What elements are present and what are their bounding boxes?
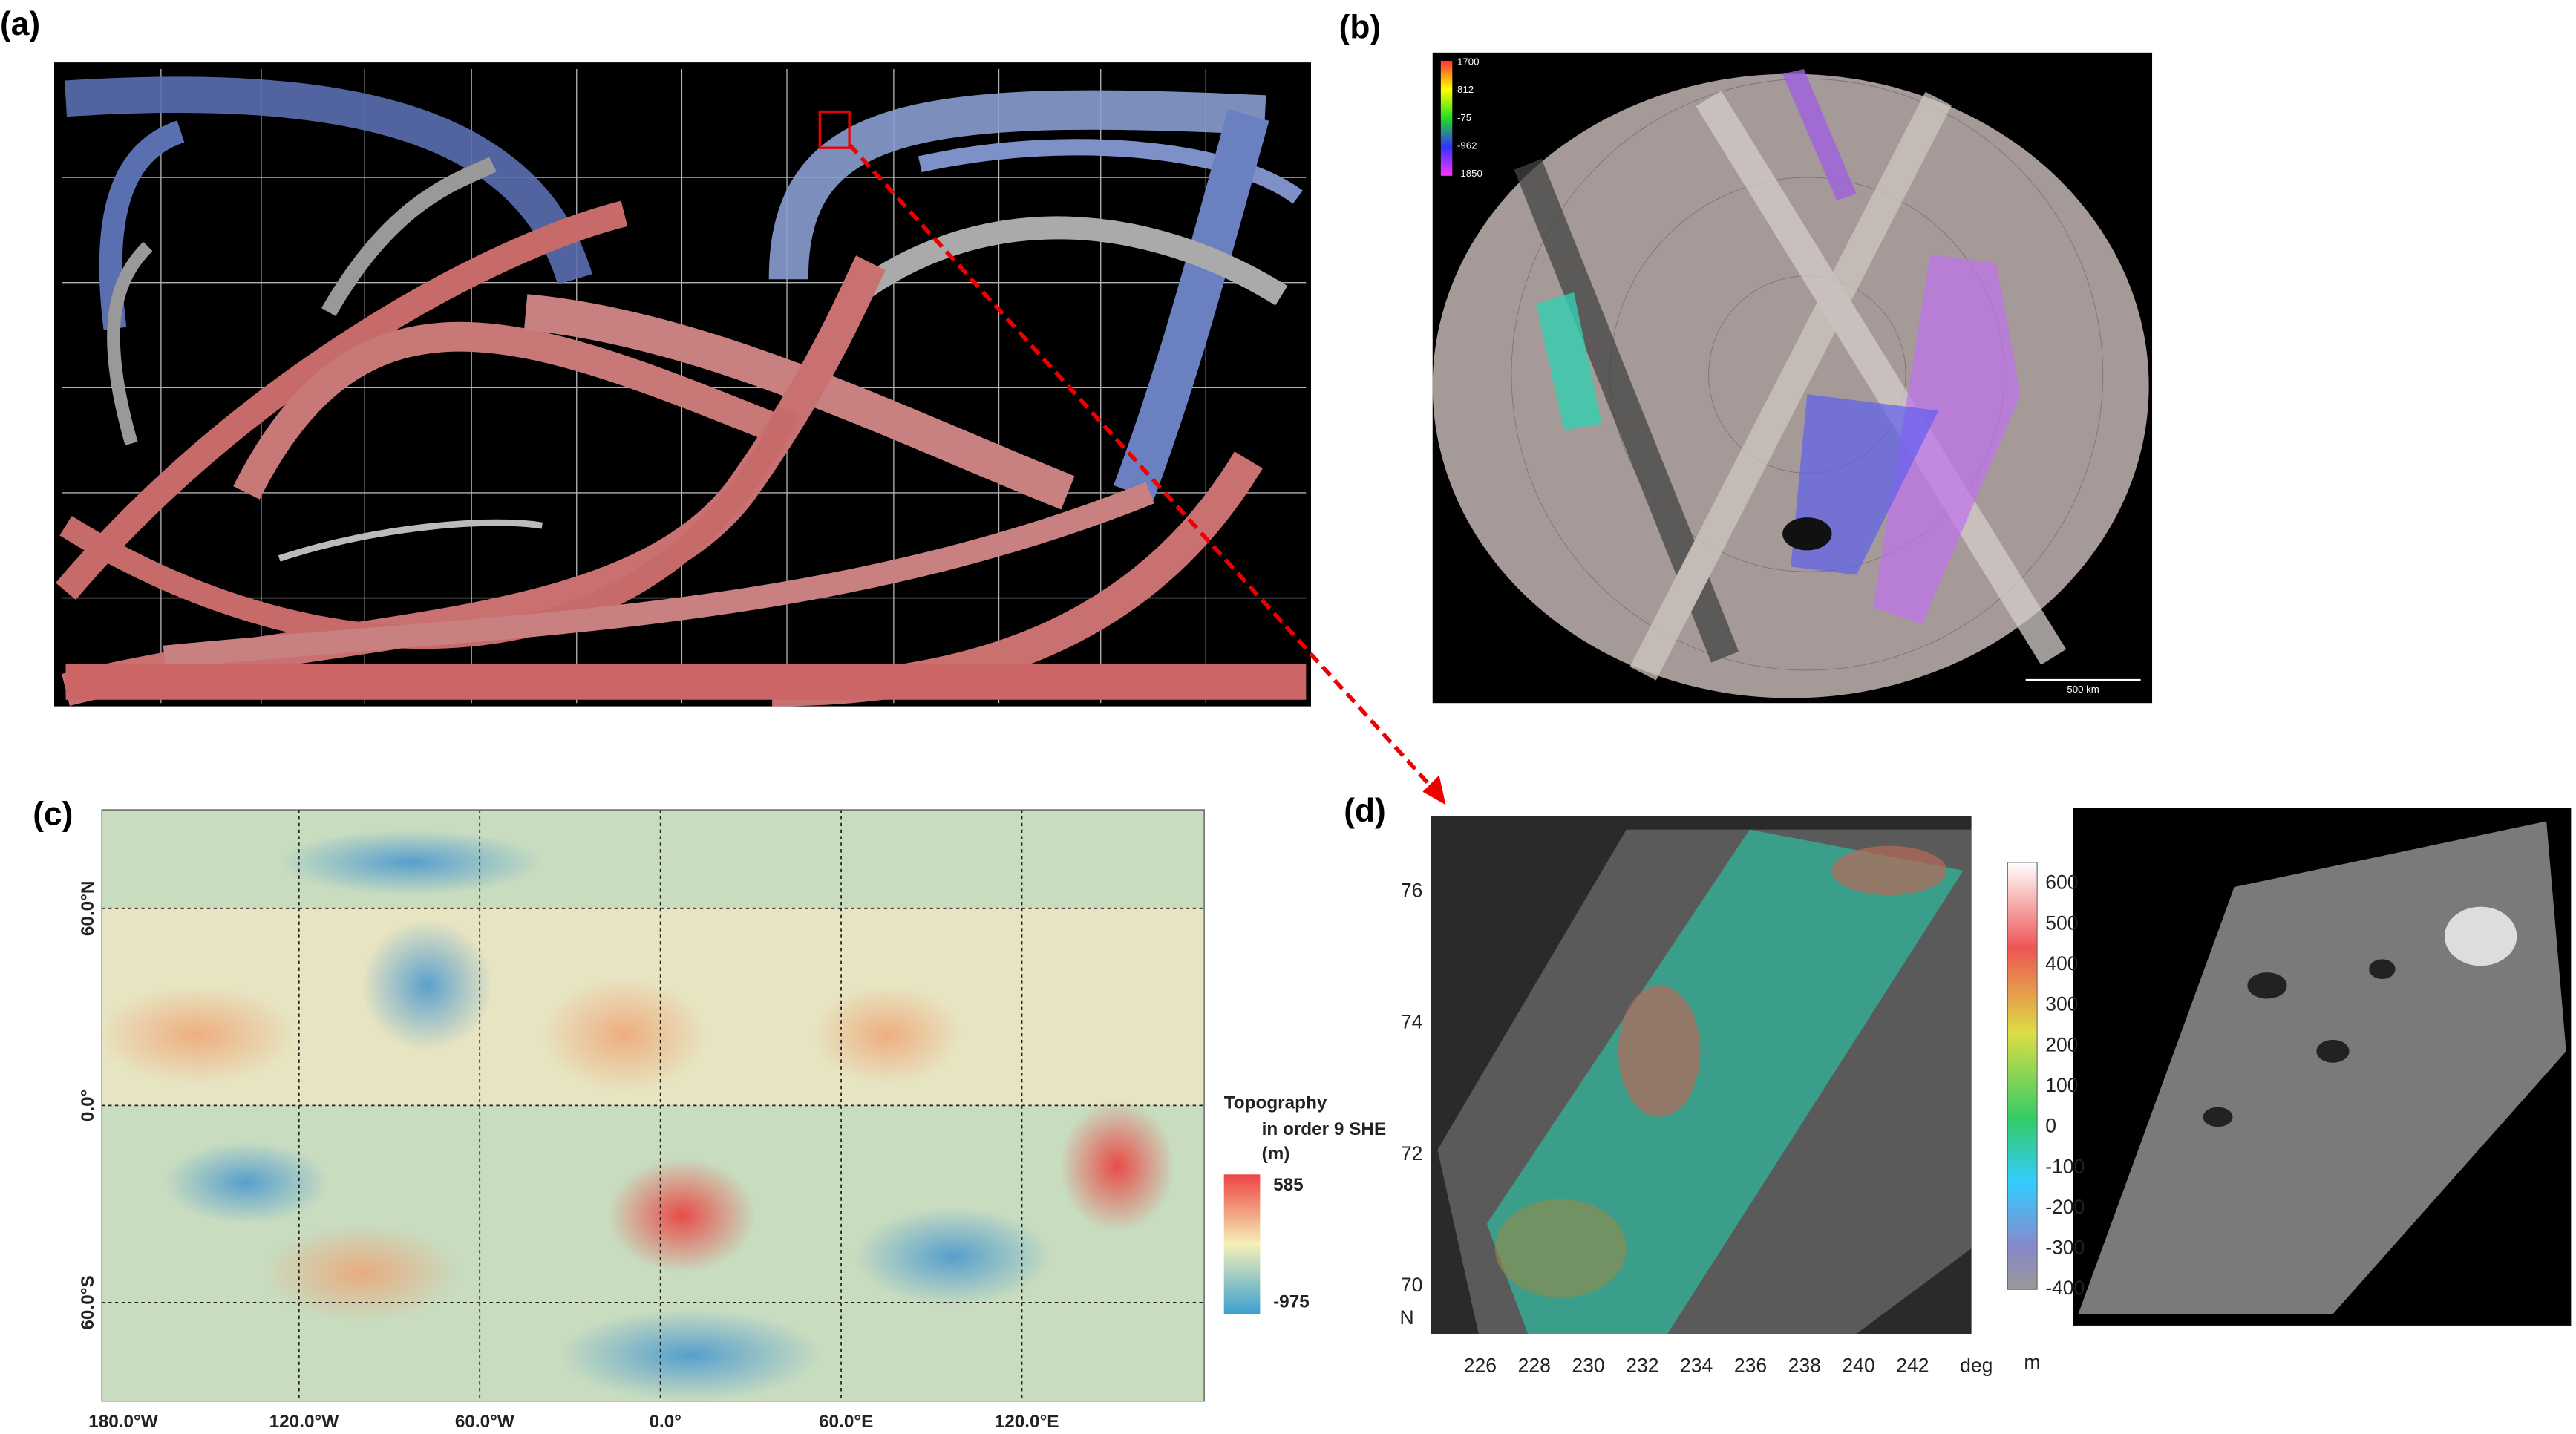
swaths xyxy=(1514,91,2067,681)
y-label: 76 xyxy=(1401,880,1423,902)
x-label: 60.0°W xyxy=(455,1412,514,1432)
panel-a xyxy=(54,62,1311,707)
y-label: 60.0°S xyxy=(78,1275,98,1329)
y-label: 70 xyxy=(1401,1274,1423,1296)
pointer-arrow xyxy=(848,143,1436,792)
highlight-box xyxy=(818,110,851,149)
x-label: 120.0°W xyxy=(269,1412,339,1432)
swath xyxy=(321,157,497,316)
legend-title: Topography xyxy=(1224,1093,1327,1113)
x-label: 236 xyxy=(1734,1354,1767,1376)
topo-strip xyxy=(1872,255,2021,624)
x-label: 240 xyxy=(1842,1354,1874,1376)
x-label: 60.0°E xyxy=(819,1412,873,1432)
frame xyxy=(101,809,1205,1402)
topo-strip xyxy=(1782,68,1857,201)
colorbar xyxy=(2007,862,2038,1290)
swath xyxy=(1629,91,1952,681)
x-label: 234 xyxy=(1680,1354,1713,1376)
panel-d xyxy=(1431,808,2572,1334)
topo-high xyxy=(1831,845,1947,896)
swath xyxy=(233,321,778,500)
anomalies xyxy=(98,829,1175,1401)
panel-label: (a) xyxy=(0,6,40,42)
colorbar-label: 500 xyxy=(2045,911,2078,934)
swath xyxy=(65,76,592,285)
legend-title: (m) xyxy=(1262,1144,1290,1164)
panel-c xyxy=(98,809,1261,1402)
topo-strip xyxy=(1536,292,1602,430)
panel-label: (c) xyxy=(33,796,73,833)
swath xyxy=(1696,91,2067,665)
x-unit: deg xyxy=(1960,1354,1993,1376)
colorbar-label: 812 xyxy=(1457,84,1474,95)
colorbar-label: 300 xyxy=(2045,993,2078,1015)
y-label: 72 xyxy=(1401,1142,1423,1165)
swath xyxy=(768,90,1266,280)
panel-b: 500 km xyxy=(1432,52,2153,704)
swath xyxy=(107,241,153,445)
y-unit: N xyxy=(1399,1306,1413,1329)
panel-label: (b) xyxy=(1339,10,1382,46)
x-label: 242 xyxy=(1896,1354,1929,1376)
panel-label: (d) xyxy=(1344,793,1386,829)
colorbar-label: 200 xyxy=(2045,1033,2078,1055)
colorbar-label: 400 xyxy=(2045,952,2078,975)
colorbar-label: 0 xyxy=(2045,1115,2056,1137)
legend-title: in order 9 SHE xyxy=(1262,1119,1387,1139)
colorbar-label: -400 xyxy=(2045,1277,2085,1299)
swath xyxy=(847,216,1288,306)
swath xyxy=(918,139,1303,204)
arrow-head xyxy=(1422,775,1446,805)
colorbar-label: -962 xyxy=(1457,140,1477,151)
x-label: 120.0°E xyxy=(995,1412,1059,1432)
swath xyxy=(1114,109,1269,501)
x-label: 228 xyxy=(1518,1354,1551,1376)
topo-high xyxy=(1494,1199,1627,1298)
topo-high xyxy=(1618,985,1701,1117)
colorbar-label: -75 xyxy=(1457,112,1471,123)
colorbar-label: -300 xyxy=(2045,1237,2085,1259)
colorbar-unit: m xyxy=(2024,1351,2040,1373)
colorbar-label: -100 xyxy=(2045,1155,2085,1177)
x-label: 0.0° xyxy=(649,1412,681,1432)
legend-max: 585 xyxy=(1273,1175,1304,1195)
swath xyxy=(99,120,185,330)
legend-min: -975 xyxy=(1273,1291,1310,1312)
scale-label: 500 km xyxy=(2067,684,2099,695)
colorbar-label: 600 xyxy=(2045,871,2078,894)
bright-feature xyxy=(2444,906,2517,966)
legend-colorbar xyxy=(1223,1174,1261,1314)
swath xyxy=(278,519,543,562)
swath xyxy=(56,200,628,600)
y-label: 60.0°N xyxy=(78,880,98,936)
colorbar xyxy=(1440,60,1453,176)
x-label: 238 xyxy=(1788,1354,1821,1376)
y-label: 74 xyxy=(1401,1011,1423,1033)
swaths xyxy=(56,76,1307,707)
x-label: 232 xyxy=(1626,1354,1658,1376)
colorbar-label: -1850 xyxy=(1457,168,1482,179)
y-label: 0.0° xyxy=(78,1090,98,1122)
swath xyxy=(163,482,1154,669)
dark-feature xyxy=(1782,517,1832,551)
colorbar-label: 100 xyxy=(2045,1074,2078,1096)
topo-overlay xyxy=(1486,829,1964,1334)
grid xyxy=(102,810,1205,1401)
x-label: 230 xyxy=(1572,1354,1604,1376)
lakes xyxy=(2203,959,2396,1127)
colorbar-label: -200 xyxy=(2045,1196,2085,1218)
x-label: 180.0°W xyxy=(88,1412,158,1432)
radar-image xyxy=(2078,821,2566,1314)
colorbar-label: 1700 xyxy=(1457,56,1480,68)
x-label: 226 xyxy=(1464,1354,1497,1376)
